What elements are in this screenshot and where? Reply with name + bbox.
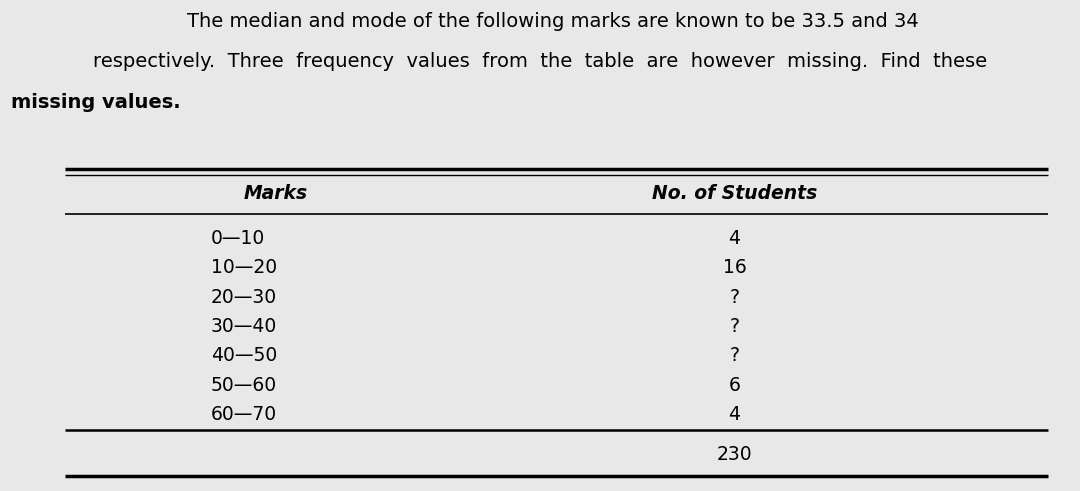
Text: missing values.: missing values.	[11, 93, 180, 112]
Text: Marks: Marks	[243, 185, 308, 203]
Text: 6: 6	[729, 376, 740, 395]
Text: 30—40: 30—40	[211, 317, 276, 336]
Text: 60—70: 60—70	[211, 406, 276, 424]
Text: ?: ?	[729, 347, 740, 365]
Text: 10—20: 10—20	[211, 258, 276, 277]
Text: respectively.  Three  frequency  values  from  the  table  are  however  missing: respectively. Three frequency values fro…	[93, 52, 987, 71]
Text: ?: ?	[729, 317, 740, 336]
Text: 0—10: 0—10	[211, 229, 265, 247]
Text: 16: 16	[723, 258, 746, 277]
Text: 230: 230	[717, 445, 752, 464]
Text: 20—30: 20—30	[211, 288, 276, 306]
Text: 4: 4	[728, 406, 741, 424]
Text: 40—50: 40—50	[211, 347, 276, 365]
Text: 4: 4	[728, 229, 741, 247]
Text: No. of Students: No. of Students	[651, 185, 818, 203]
Text: 50—60: 50—60	[211, 376, 276, 395]
Text: ?: ?	[729, 288, 740, 306]
Text: The median and mode of the following marks are known to be 33.5 and 34: The median and mode of the following mar…	[162, 12, 918, 31]
